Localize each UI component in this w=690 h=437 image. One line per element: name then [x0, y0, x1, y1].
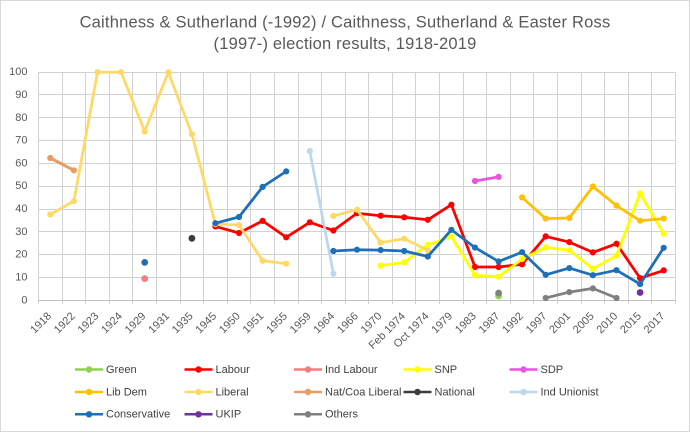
svg-text:SNP: SNP [435, 364, 458, 376]
svg-text:10: 10 [15, 272, 27, 284]
svg-text:80: 80 [15, 112, 27, 124]
svg-text:(1997-) election results, 1918: (1997-) election results, 1918-2019 [214, 35, 477, 53]
svg-text:Others: Others [325, 409, 359, 421]
svg-text:UKIP: UKIP [216, 409, 242, 421]
svg-text:100: 100 [9, 66, 27, 78]
svg-text:SDP: SDP [541, 364, 564, 376]
svg-text:60: 60 [15, 157, 27, 169]
svg-text:20: 20 [15, 249, 27, 261]
svg-text:Conservative: Conservative [106, 409, 170, 421]
svg-text:National: National [435, 386, 475, 398]
svg-text:Nat/Coa Liberal: Nat/Coa Liberal [325, 386, 401, 398]
svg-text:Ind Unionist: Ind Unionist [541, 386, 599, 398]
svg-text:30: 30 [15, 226, 27, 238]
svg-text:40: 40 [15, 203, 27, 215]
svg-text:Ind Labour: Ind Labour [325, 364, 378, 376]
svg-text:Labour: Labour [216, 364, 251, 376]
svg-text:70: 70 [15, 135, 27, 147]
svg-text:0: 0 [21, 294, 27, 306]
svg-text:Liberal: Liberal [216, 386, 249, 398]
svg-text:50: 50 [15, 180, 27, 192]
svg-text:Lib Dem: Lib Dem [106, 386, 147, 398]
svg-text:90: 90 [15, 89, 27, 101]
svg-text:Green: Green [106, 364, 137, 376]
svg-text:Caithness & Sutherland (-1992): Caithness & Sutherland (-1992) / Caithne… [80, 14, 611, 32]
